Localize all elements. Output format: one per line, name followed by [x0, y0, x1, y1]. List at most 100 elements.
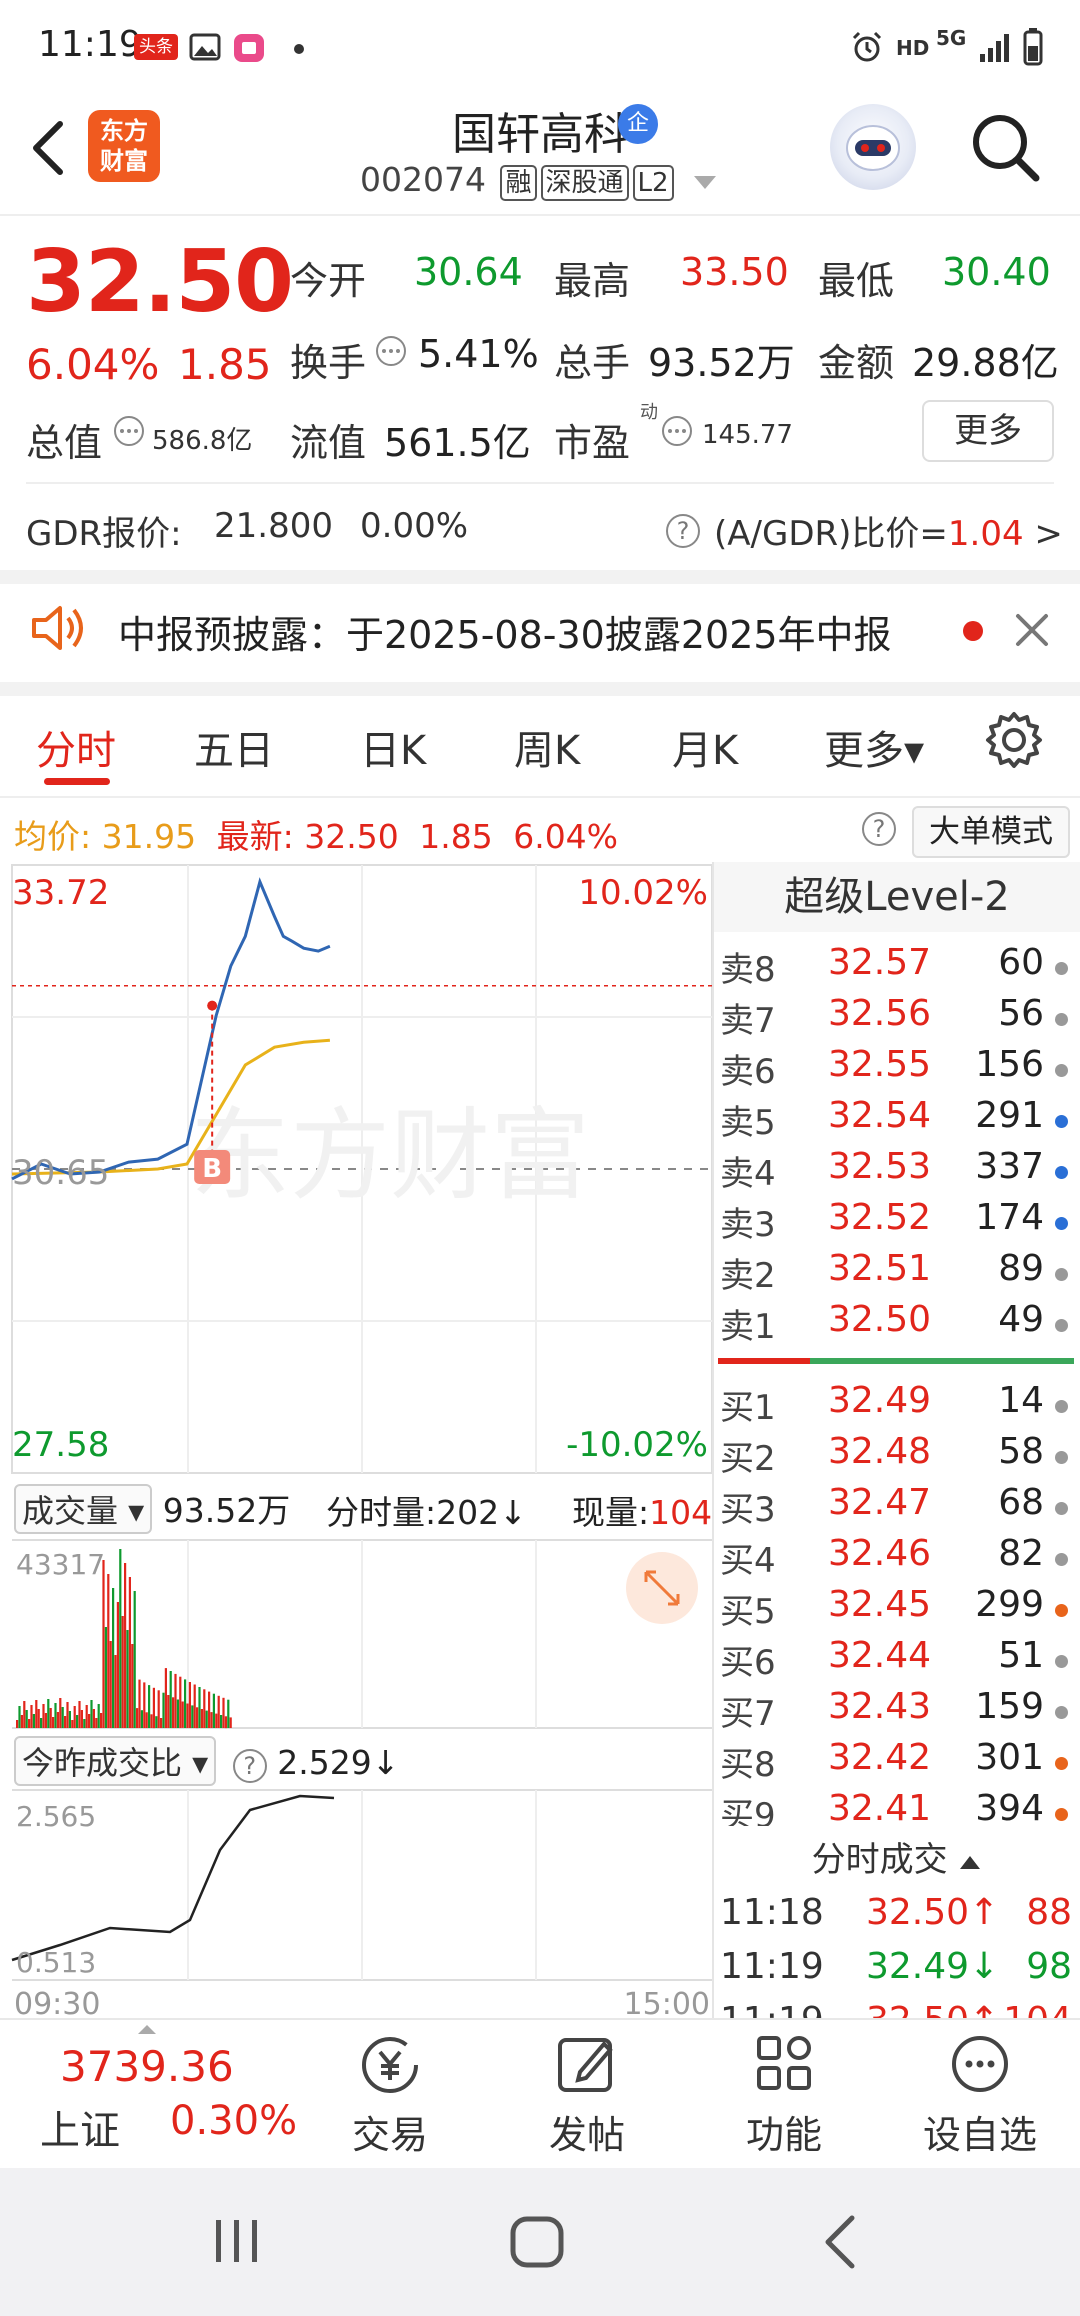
robot-assistant-avatar[interactable]	[830, 104, 916, 190]
volume-total: 93.52万	[162, 1491, 291, 1530]
stock-code: 002074	[360, 160, 486, 199]
bid-row-6[interactable]: 买6 32.44 51	[718, 1635, 1078, 1686]
tab-daily-k[interactable]: 日K	[360, 728, 427, 774]
volume-bar	[114, 1655, 117, 1728]
add-watchlist-button[interactable]: 设自选	[910, 2030, 1050, 2159]
volume-bar	[23, 1701, 26, 1728]
per-minute-label: 分时量:	[326, 1493, 437, 1532]
tab-more[interactable]: 更多▾	[824, 728, 925, 774]
volume-bar	[64, 1716, 67, 1728]
tab-five-day[interactable]: 五日	[194, 728, 274, 774]
volume-bar	[217, 1695, 220, 1728]
bid-row-4[interactable]: 买4 32.46 82	[718, 1533, 1078, 1584]
tab-weekly-k[interactable]: 周K	[514, 728, 581, 774]
bid-row-2[interactable]: 买2 32.48 58	[718, 1431, 1078, 1482]
intraday-chart[interactable]: 东方财富 33.72 27.58 30.65 10.02% -10.02% B …	[0, 860, 714, 2018]
market-cap-info-icon[interactable]	[112, 414, 146, 448]
bid-price: 32.48	[828, 1431, 932, 1472]
ticks-header[interactable]: 分时成交	[714, 1832, 1080, 1881]
volume-bar	[109, 1641, 112, 1728]
trade-button[interactable]: 交易	[330, 2030, 450, 2159]
ask-level-label: 卖7	[720, 1001, 776, 1041]
back-icon[interactable]	[28, 118, 68, 178]
volume-indicator-dropdown[interactable]: 成交量 ▾	[14, 1484, 153, 1534]
bid-row-7[interactable]: 买7 32.43 159	[718, 1686, 1078, 1737]
ask-flag-dot	[1055, 1013, 1068, 1026]
bid-row-5[interactable]: 买5 32.45 299	[718, 1584, 1078, 1635]
post-button[interactable]: 发帖	[527, 2030, 647, 2159]
bid-price: 32.41	[828, 1788, 932, 1826]
pe-info-icon[interactable]	[660, 414, 694, 448]
ask-row-1[interactable]: 卖8 32.57 60	[718, 942, 1078, 993]
nav-back-icon[interactable]	[818, 2212, 862, 2272]
bid-volume: 82	[998, 1533, 1044, 1574]
ask-flag-dot	[1055, 1166, 1068, 1179]
more-button[interactable]: 更多	[922, 400, 1054, 462]
tick-time: 11:19	[720, 1946, 824, 1987]
bid-row-1[interactable]: 买1 32.49 14	[718, 1380, 1078, 1431]
bid-row-8[interactable]: 买8 32.42 301	[718, 1737, 1078, 1788]
ask-row-4[interactable]: 卖5 32.54 291	[718, 1095, 1078, 1146]
index-expand-icon[interactable]	[136, 2022, 158, 2036]
network-indicator: 5G	[936, 26, 967, 50]
ask-level-label: 卖2	[720, 1256, 776, 1296]
volume-bar	[164, 1668, 167, 1728]
index-name[interactable]: 上证	[40, 2108, 120, 2154]
volume-bar	[124, 1563, 127, 1728]
gdr-pct: 0.00%	[360, 506, 469, 546]
ask-row-8[interactable]: 卖1 32.50 49	[718, 1299, 1078, 1350]
bid-level-label: 买9	[720, 1796, 776, 1826]
recent-apps-icon[interactable]	[210, 2214, 264, 2268]
volume-bar	[119, 1549, 122, 1728]
close-icon[interactable]	[1012, 610, 1052, 650]
search-icon[interactable]	[968, 110, 1042, 184]
ask-row-2[interactable]: 卖7 32.56 56	[718, 993, 1078, 1044]
ticks-title: 分时成交	[811, 1840, 948, 1880]
ask-row-6[interactable]: 卖3 32.52 174	[718, 1197, 1078, 1248]
bid-price: 32.43	[828, 1686, 932, 1727]
ratio-indicator-dropdown[interactable]: 今昨成交比 ▾	[14, 1736, 217, 1786]
dot-icon	[294, 44, 304, 54]
volume-bar	[126, 1630, 129, 1728]
ask-row-3[interactable]: 卖6 32.55 156	[718, 1044, 1078, 1095]
ratio-help-icon[interactable]: ?	[232, 1749, 267, 1783]
volume-bar	[220, 1715, 223, 1728]
ask-level-label: 卖3	[720, 1205, 776, 1245]
ask-level-label: 卖6	[720, 1052, 776, 1092]
gdr-ratio-line[interactable]: (A/GDR)比价=1.04 >	[714, 506, 1063, 555]
level2-title[interactable]: 超级Level-2	[714, 862, 1080, 932]
volume-bar	[30, 1705, 33, 1728]
ask-row-7[interactable]: 卖2 32.51 89	[718, 1248, 1078, 1299]
bid-row-9[interactable]: 买9 32.41 394	[718, 1788, 1078, 1826]
settings-gear-icon[interactable]	[984, 710, 1044, 770]
volume-bar	[155, 1716, 158, 1728]
index-pct[interactable]: 0.30%	[170, 2098, 298, 2144]
buy-marker-badge[interactable]	[194, 1150, 231, 1184]
logo-text-top: 东方	[100, 117, 148, 145]
avg-price-line	[11, 1038, 331, 1176]
bid-price: 32.46	[828, 1533, 932, 1574]
tab-monthly-k[interactable]: 月K	[672, 728, 739, 774]
bid-row-3[interactable]: 买3 32.47 68	[718, 1482, 1078, 1533]
expand-icon	[644, 1570, 680, 1606]
ask-row-5[interactable]: 卖4 32.53 337	[718, 1146, 1078, 1197]
gdr-help-icon[interactable]: ?	[666, 508, 700, 548]
bid-flag-dot	[1055, 1706, 1068, 1719]
index-value[interactable]: 3739.36	[60, 2042, 234, 2091]
big-order-mode-button[interactable]: 大单模式	[912, 806, 1070, 858]
home-icon[interactable]	[508, 2214, 568, 2270]
summary-help-icon[interactable]: ?	[862, 812, 896, 846]
turnover-info-icon[interactable]	[374, 334, 408, 368]
bid-price: 32.42	[828, 1737, 932, 1778]
buy-marker-dot	[207, 1000, 218, 1011]
shop-app-icon	[234, 34, 264, 62]
notice-text[interactable]: 中报预披露：于2025-08-30披露2025年中报	[118, 613, 892, 657]
bid-volume: 299	[975, 1584, 1044, 1625]
tab-intraday[interactable]: 分时	[36, 728, 116, 774]
volume-bar	[37, 1709, 40, 1728]
stock-name[interactable]: 国轩高科	[452, 109, 628, 160]
functions-button[interactable]: 功能	[724, 2030, 844, 2159]
stock-code-line[interactable]: 002074 融深股通 L2	[360, 160, 718, 201]
section-divider	[0, 570, 1080, 584]
ask-volume: 89	[998, 1248, 1044, 1289]
